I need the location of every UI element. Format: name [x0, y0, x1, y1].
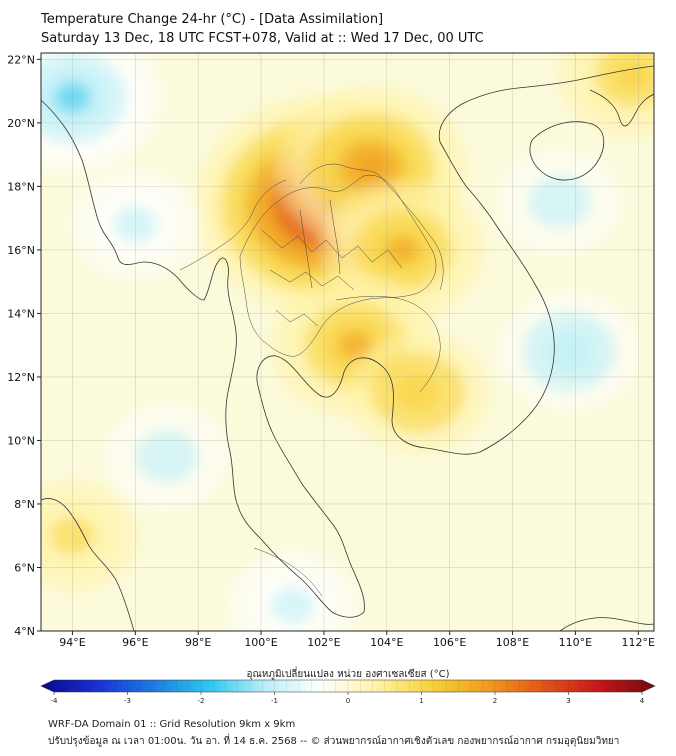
lon-label: 108°E	[496, 636, 529, 649]
country-borders	[179, 163, 444, 597]
colorbar-tick-label: 0	[346, 697, 350, 705]
field-cool-spot-10-layer-1	[528, 175, 591, 229]
lat-label: 16°N	[7, 244, 35, 257]
lat-label: 10°N	[7, 434, 35, 447]
map-plot-area[interactable]: 22°N 20°N 18°N 16°N 14°N 12°N 10°N 8°N 6°N 4°N 94…	[0, 13, 676, 661]
colorbar-tick-label: 3	[566, 697, 570, 705]
lon-label: 98°E	[185, 636, 211, 649]
colorbar-tick-label: -1	[271, 697, 278, 705]
lat-label: 20°N	[7, 117, 35, 130]
field-warm-spot-1-layer-5	[355, 153, 388, 181]
thailand-border	[239, 174, 437, 357]
field-cool-spot-9-layer-2	[545, 331, 593, 372]
field-warm-spot-3-layer-4	[338, 330, 373, 360]
colorbar-ticks: -4 -3 -2 -1 0 1 2 3 4	[51, 680, 645, 705]
colorbar-tick-label: -3	[124, 697, 131, 705]
lat-label: 18°N	[7, 180, 35, 193]
colorbar: อุณหภูมิเปลี่ยนแปลง หน่วย องศาเซลเซียส (…	[40, 666, 656, 705]
field-warm-spot-5-layer-3	[613, 59, 651, 91]
lon-label: 104°E	[370, 636, 403, 649]
lat-label: 12°N	[7, 371, 35, 384]
malaysia-border	[253, 547, 323, 597]
lon-label: 96°E	[122, 636, 148, 649]
field-cool-spot-7-layer-4	[54, 82, 91, 113]
lat-label: 8°N	[14, 498, 35, 511]
colorbar-tick-label: 1	[419, 697, 423, 705]
colorbar-label: อุณหภูมิเปลี่ยนแปลง หน่วย องศาเซลเซียส (…	[246, 666, 449, 680]
graticule	[41, 53, 654, 632]
borneo-coast	[559, 617, 654, 631]
plot-frame	[40, 52, 655, 632]
hainan-island	[529, 121, 605, 181]
map-title: Temperature Change 24-hr (°C) - [Data As…	[41, 12, 384, 27]
field-cool-spot-11-layer-1	[135, 429, 198, 483]
landmass-outlines	[41, 65, 654, 631]
field-warm-spot-4-layer-2	[394, 372, 442, 413]
field-cool-spot-8-layer-2	[113, 206, 158, 243]
map-subtitle: Saturday 13 Dec, 18 UTC FCST+078, Valid …	[41, 31, 484, 46]
lon-label: 100°E	[244, 636, 277, 649]
footer-update-info: ปรับปรุงข้อมูล ณ เวลา 01:00น. วัน อา. ที…	[48, 736, 620, 747]
lon-label: 110°E	[559, 636, 592, 649]
temperature-field	[41, 53, 654, 631]
longitude-labels: 94°E 96°E 98°E 100°E 102°E 104°E 106°E 108°E 110…	[59, 631, 655, 649]
lat-label: 22°N	[7, 53, 35, 66]
lat-label: 4°N	[14, 625, 35, 638]
colorbar-tick-label: -2	[198, 697, 205, 705]
colorbar-tick-label: 4	[640, 697, 645, 705]
myanmar-border	[179, 179, 287, 271]
colorbar-tick-label: 2	[493, 697, 497, 705]
lat-label: 6°N	[14, 561, 35, 574]
colorbar-tick-label: -4	[51, 697, 59, 705]
cambodia-border	[335, 295, 441, 393]
laos-border	[299, 163, 444, 291]
field-warm-spot-2-layer-4	[386, 235, 419, 264]
province-lines	[261, 199, 403, 327]
latitude-labels: 22°N 20°N 18°N 16°N 14°N 12°N 10°N 8°N 6°N 4°N	[7, 53, 41, 638]
lat-label: 14°N	[7, 307, 35, 320]
mainland-coastline	[41, 65, 654, 618]
field-warm-spot-6-layer-2	[50, 517, 95, 555]
sumatra-coast	[41, 498, 135, 631]
lon-label: 112°E	[622, 636, 655, 649]
footer-model-info: WRF-DA Domain 01 :: Grid Resolution 9km …	[48, 719, 296, 730]
lon-label: 106°E	[433, 636, 466, 649]
lon-label: 102°E	[307, 636, 340, 649]
field-cool-spot-12-layer-2	[270, 587, 315, 625]
china-coast	[589, 89, 654, 127]
lon-label: 94°E	[59, 636, 85, 649]
